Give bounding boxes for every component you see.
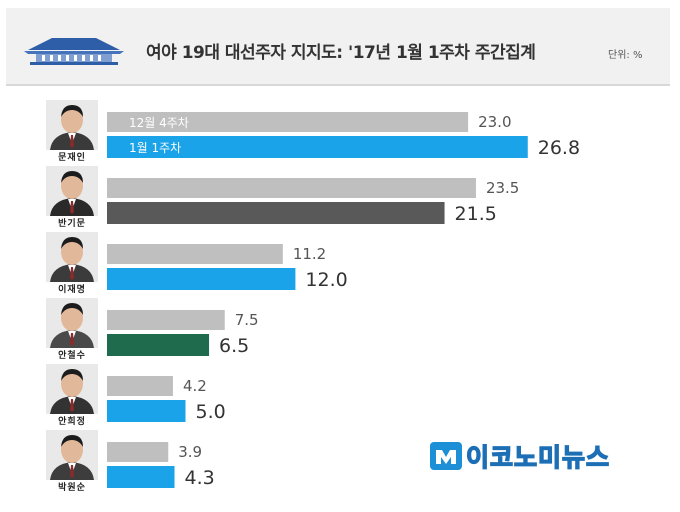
bar-current (107, 268, 296, 290)
economy-news-logo: 이코노미뉴스 (430, 438, 610, 474)
candidate-name: 반기문 (58, 219, 86, 229)
unit-label: 단위: % (608, 50, 643, 61)
bar-previous (107, 376, 173, 396)
candidate-photo: 반기문 (46, 166, 98, 229)
candidate-name: 문재인 (58, 153, 86, 163)
bar-current (107, 466, 175, 488)
bar-current (107, 400, 186, 422)
value-label-current: 21.5 (455, 203, 497, 225)
candidate-photo: 안철수 (46, 298, 98, 361)
candidate-name: 안철수 (58, 351, 86, 361)
bar-previous (107, 178, 476, 198)
person-icon (46, 364, 98, 414)
candidate-photo: 안희정 (46, 364, 98, 427)
bar-current (107, 334, 210, 356)
value-label-previous: 7.5 (235, 311, 259, 329)
value-label-current: 6.5 (219, 335, 249, 357)
value-label-current: 5.0 (196, 401, 226, 423)
bar-previous (107, 244, 283, 264)
candidate-photo: 박원순 (46, 430, 98, 493)
bar-previous (107, 112, 469, 132)
person-icon (46, 232, 98, 282)
value-label-current: 12.0 (305, 269, 347, 291)
bar-current (107, 136, 528, 158)
candidate-name: 이재명 (58, 285, 86, 295)
blue-house-logo-icon (24, 38, 124, 65)
value-label-current: 4.3 (185, 467, 215, 489)
legend-label-previous: 12월 4주차 (129, 116, 189, 130)
legend-label-current: 1월 1주차 (129, 141, 181, 155)
value-label-previous: 23.0 (478, 113, 511, 131)
value-label-previous: 4.2 (183, 377, 207, 395)
value-label-previous: 11.2 (293, 245, 326, 263)
bar-previous (107, 442, 169, 462)
person-icon (46, 298, 98, 348)
person-icon (46, 430, 98, 480)
candidate-name: 박원순 (58, 483, 86, 493)
candidate-photo: 이재명 (46, 232, 98, 295)
person-icon (46, 100, 98, 150)
chart-title: 여야 19대 대선주자 지지도: '17년 1월 1주차 주간집계 (146, 43, 536, 63)
value-label-current: 26.8 (538, 137, 580, 159)
bar-current (107, 202, 445, 224)
chart-header: 여야 19대 대선주자 지지도: '17년 1월 1주차 주간집계 단위: % (6, 8, 670, 86)
economy-news-mark-icon (430, 442, 462, 470)
bar-previous (107, 310, 225, 330)
candidate-photo: 문재인 (46, 100, 98, 163)
brand-name: 이코노미뉴스 (465, 442, 611, 472)
value-label-previous: 23.5 (486, 179, 519, 197)
value-label-previous: 3.9 (178, 443, 202, 461)
person-icon (46, 166, 98, 216)
candidate-name: 안희정 (58, 417, 86, 427)
